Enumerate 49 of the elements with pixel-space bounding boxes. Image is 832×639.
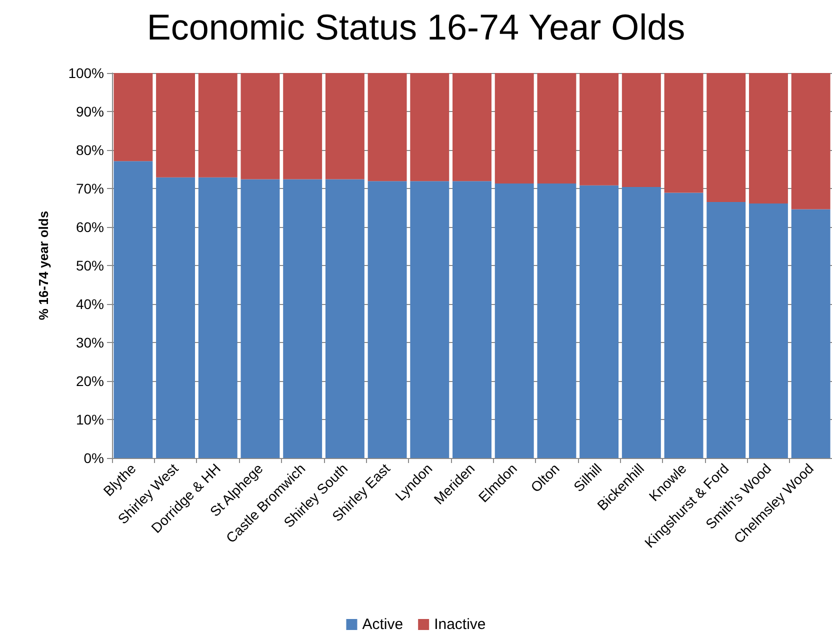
bar — [622, 73, 661, 187]
bar — [410, 181, 450, 458]
bar — [240, 179, 280, 458]
y-tick-label: 0% — [84, 450, 104, 466]
bar — [325, 179, 364, 458]
bar — [706, 73, 746, 202]
bar — [494, 183, 534, 458]
bar — [325, 73, 364, 180]
bar — [452, 181, 492, 458]
bar — [494, 73, 534, 184]
legend-label: Inactive — [434, 616, 486, 633]
bar — [791, 73, 830, 210]
bar — [537, 183, 576, 458]
bar — [156, 177, 196, 458]
bar — [410, 73, 450, 182]
y-tick-label: 10% — [76, 412, 104, 428]
bar — [748, 204, 788, 458]
legend-label: Active — [362, 616, 404, 633]
bar — [198, 177, 238, 458]
y-tick-label: 40% — [76, 296, 104, 312]
bar — [706, 202, 746, 458]
bar — [114, 73, 153, 162]
y-tick-label: 70% — [76, 180, 104, 196]
bar — [368, 73, 407, 182]
y-tick-label: 60% — [76, 219, 104, 235]
bar — [748, 73, 788, 204]
bar — [791, 209, 830, 458]
bar — [283, 73, 322, 180]
y-axis-title: % 16-74 year olds — [36, 210, 51, 320]
y-tick-label: 100% — [68, 65, 104, 81]
y-tick-label: 20% — [76, 373, 104, 389]
bar — [580, 185, 619, 458]
bar — [368, 181, 407, 458]
bar — [664, 73, 704, 193]
chart-title: Economic Status 16-74 Year Olds — [146, 6, 686, 48]
bar — [580, 73, 619, 186]
bar — [537, 73, 576, 184]
bar — [114, 161, 153, 458]
bar — [664, 192, 704, 458]
bar — [240, 73, 280, 180]
y-tick-label: 80% — [76, 142, 104, 158]
bar — [452, 73, 492, 182]
y-tick-label: 30% — [76, 334, 104, 350]
bar — [156, 73, 196, 178]
bar — [283, 179, 322, 458]
bar — [622, 186, 661, 458]
y-tick-label: 50% — [76, 258, 104, 274]
y-tick-label: 90% — [76, 104, 104, 120]
bar — [198, 73, 238, 178]
